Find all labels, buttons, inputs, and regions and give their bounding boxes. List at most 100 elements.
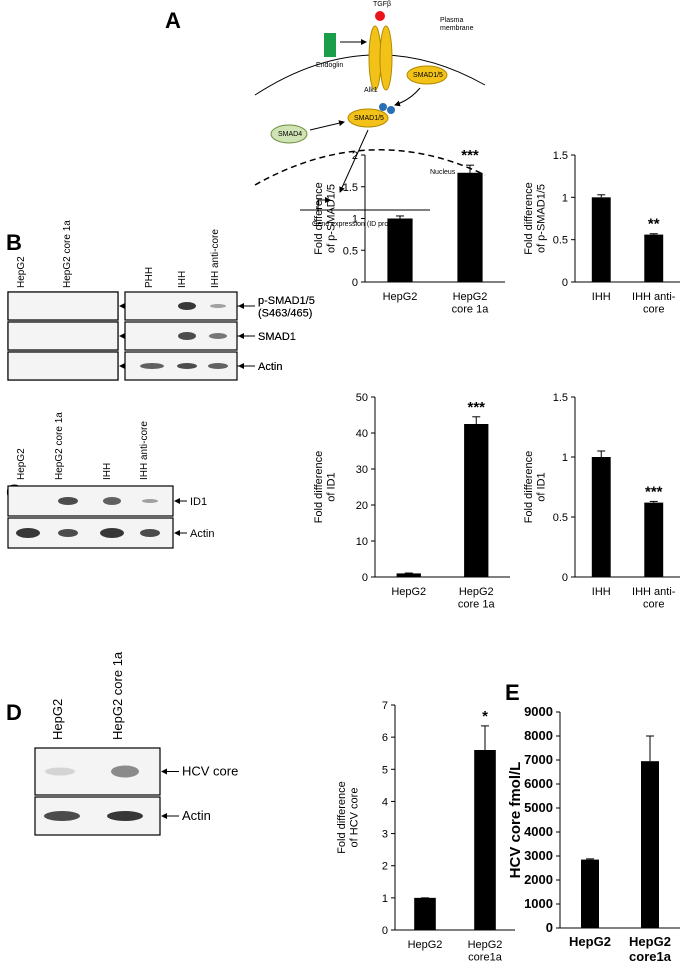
band <box>111 765 139 778</box>
lane-label: HepG2 core 1a <box>110 651 125 740</box>
y-tick-label: 1.5 <box>553 150 568 162</box>
y-tick-label: 0 <box>362 572 368 584</box>
bar <box>474 750 496 930</box>
significance: ** <box>648 216 660 233</box>
arrow <box>339 129 369 193</box>
panel-letter: A <box>165 8 181 33</box>
y-tick-label: 3 <box>382 829 388 841</box>
bar <box>644 502 664 577</box>
y-tick-label: 0.5 <box>553 235 568 247</box>
y-tick-label: 3000 <box>524 848 553 863</box>
pathway-diagram: A TGFβ Plasma membrane Endoglin Alk1 SMAD… <box>165 1 486 228</box>
blot-frame <box>7 351 119 381</box>
y-tick-label: 10 <box>356 536 368 548</box>
bar <box>396 573 421 577</box>
label: TGFβ <box>373 1 391 8</box>
y-tick-label: 6000 <box>524 776 553 791</box>
band <box>208 363 228 369</box>
y-tick-label: 40 <box>356 428 368 440</box>
y-tick-label: 0 <box>546 920 553 935</box>
y-tick-label: 0.5 <box>343 245 358 257</box>
band <box>58 497 78 505</box>
bar <box>591 197 611 282</box>
y-axis-label: Fold differenceof p-SMAD1/5 <box>523 182 548 255</box>
y-tick-label: 30 <box>356 464 368 476</box>
band-label: SMAD1 <box>258 331 296 343</box>
x-tick-label: HepG2 core1a <box>468 939 503 964</box>
western-blot: PHH IHH IHH anti-core p-SMAD1/5 (S463/465) SM… <box>7 229 315 381</box>
band <box>178 332 196 340</box>
label: SMAD1/5 <box>413 72 443 79</box>
y-tick-label: 0 <box>562 572 568 584</box>
x-tick-label: HepG2 <box>408 939 443 951</box>
y-tick-label: 5 <box>382 764 388 776</box>
y-tick-label: 4000 <box>524 824 553 839</box>
y-tick-label: 4 <box>382 796 388 808</box>
x-tick-label: IHH anti-core <box>632 586 676 611</box>
x-tick-label: HepG2 <box>383 291 418 303</box>
arrow <box>394 87 421 107</box>
panel-letter: D <box>6 700 22 725</box>
x-tick-label: IHH anti-core <box>632 291 676 316</box>
label: Plasma membrane <box>440 17 474 32</box>
band-label: ID1 <box>190 496 207 508</box>
band <box>177 363 197 369</box>
y-tick-label: 6 <box>382 732 388 744</box>
smad15 <box>406 65 448 85</box>
y-tick-label: 1 <box>562 192 568 204</box>
band <box>16 528 40 538</box>
lane-label: IHH anti-core <box>139 421 150 480</box>
x-tick-label: HepG2 core1a <box>629 934 672 964</box>
x-tick-label: IHH <box>592 291 611 303</box>
y-tick-label: 5000 <box>524 800 553 815</box>
band <box>142 499 158 503</box>
phosphate <box>387 106 395 114</box>
western-blot: HepG2 HepG2 core 1a HCV core Actin <box>34 651 238 836</box>
bar <box>641 761 659 928</box>
band <box>58 529 78 537</box>
label: Alk1 <box>364 87 378 94</box>
lane-label: HepG2 core 1a <box>62 220 73 288</box>
y-axis-label: Fold differenceof HCV core <box>336 781 361 854</box>
band <box>140 363 164 369</box>
x-tick-label: HepG2 core 1a <box>458 586 496 611</box>
y-tick-label: 0 <box>562 277 568 289</box>
y-tick-label: 9000 <box>524 704 553 719</box>
band <box>100 528 124 538</box>
y-tick-label: 1000 <box>524 896 553 911</box>
significance: *** <box>461 147 479 164</box>
band-label: Actin <box>258 361 282 373</box>
blot-frame <box>7 485 174 517</box>
y-tick-label: 1 <box>382 893 388 905</box>
y-axis-label: Fold differenceof p-SMAD1/5 <box>313 182 338 255</box>
x-tick-label: HepG2 <box>569 934 611 949</box>
y-tick-label: 2000 <box>524 872 553 887</box>
tgfb <box>375 11 385 21</box>
bar <box>581 859 599 928</box>
y-tick-label: 20 <box>356 500 368 512</box>
band <box>103 497 121 505</box>
band <box>178 302 196 310</box>
x-tick-label: HepG2 core 1a <box>452 291 490 316</box>
phosphate <box>379 103 387 111</box>
band-label: SMAD1 <box>258 331 296 343</box>
band <box>140 529 160 537</box>
band-label: Actin <box>190 528 214 540</box>
band <box>107 811 143 821</box>
bar <box>457 172 483 282</box>
blot-frame <box>7 291 119 321</box>
endoglin <box>324 33 336 57</box>
significance: *** <box>467 399 485 416</box>
label: Endoglin <box>316 62 343 69</box>
y-tick-label: 0 <box>382 925 388 937</box>
y-tick-label: 0.5 <box>553 512 568 524</box>
y-tick-label: 1 <box>562 452 568 464</box>
western-blot: HepG2 HepG2 core 1a IHH IHH anti-core ID1 Act… <box>7 412 214 549</box>
band-label: Actin <box>258 361 282 373</box>
x-tick-label: HepG2 <box>391 586 426 598</box>
blot-frame <box>34 747 161 796</box>
y-tick-label: 2 <box>382 861 388 873</box>
band <box>45 767 75 776</box>
bar <box>644 234 664 282</box>
significance: * <box>482 708 488 725</box>
